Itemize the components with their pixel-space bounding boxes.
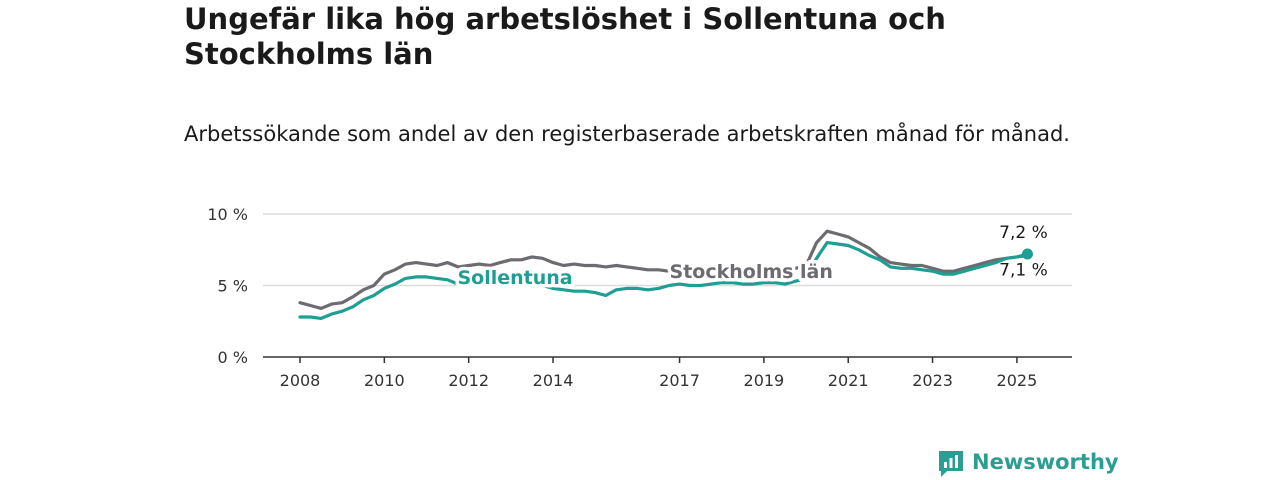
y-tick-label: 10 %: [207, 205, 248, 224]
x-tick-label: 2017: [659, 371, 700, 390]
series-line-0: [298, 229, 1030, 310]
x-tick-label: 2010: [364, 371, 405, 390]
series-layer: [298, 229, 1030, 320]
x-tick-label: 2019: [744, 371, 785, 390]
newsworthy-logo: Newsworthy: [937, 448, 1119, 480]
series-end-label: 7,2 %: [999, 223, 1048, 243]
newsworthy-logo-icon: [939, 451, 963, 477]
x-tick-label: 2021: [828, 371, 869, 390]
series-name-label: Stockholms län: [670, 261, 833, 283]
newsworthy-logo-text: Newsworthy: [972, 450, 1119, 474]
series-line-1: [298, 241, 1030, 320]
y-tick-label: 0 %: [218, 348, 248, 367]
x-tick-label: 2023: [912, 371, 953, 390]
x-tick-label: 2025: [997, 371, 1038, 390]
y-tick-label: 5 %: [218, 277, 248, 296]
axis-layer: 0 % 5 % 10 % 2008 2010 2012 2014 2017 2019 2021 20…: [207, 205, 1072, 390]
series-end-marker: [1021, 248, 1033, 260]
label-layer: 7,1 % 7,2 % Sollentuna Stockholms län: [454, 223, 1048, 292]
chart-subtitle: Arbetssökande som andel av den registerb…: [184, 122, 1070, 146]
x-tick-label: 2014: [533, 371, 574, 390]
chart-title: Ungefär lika hög arbetslöshet i Sollentu…: [184, 2, 946, 71]
x-tick-label: 2012: [448, 371, 489, 390]
x-tick-label: 2008: [280, 371, 321, 390]
series-end-label: 7,1 %: [999, 260, 1048, 280]
series-name-label: Sollentuna: [458, 267, 573, 289]
